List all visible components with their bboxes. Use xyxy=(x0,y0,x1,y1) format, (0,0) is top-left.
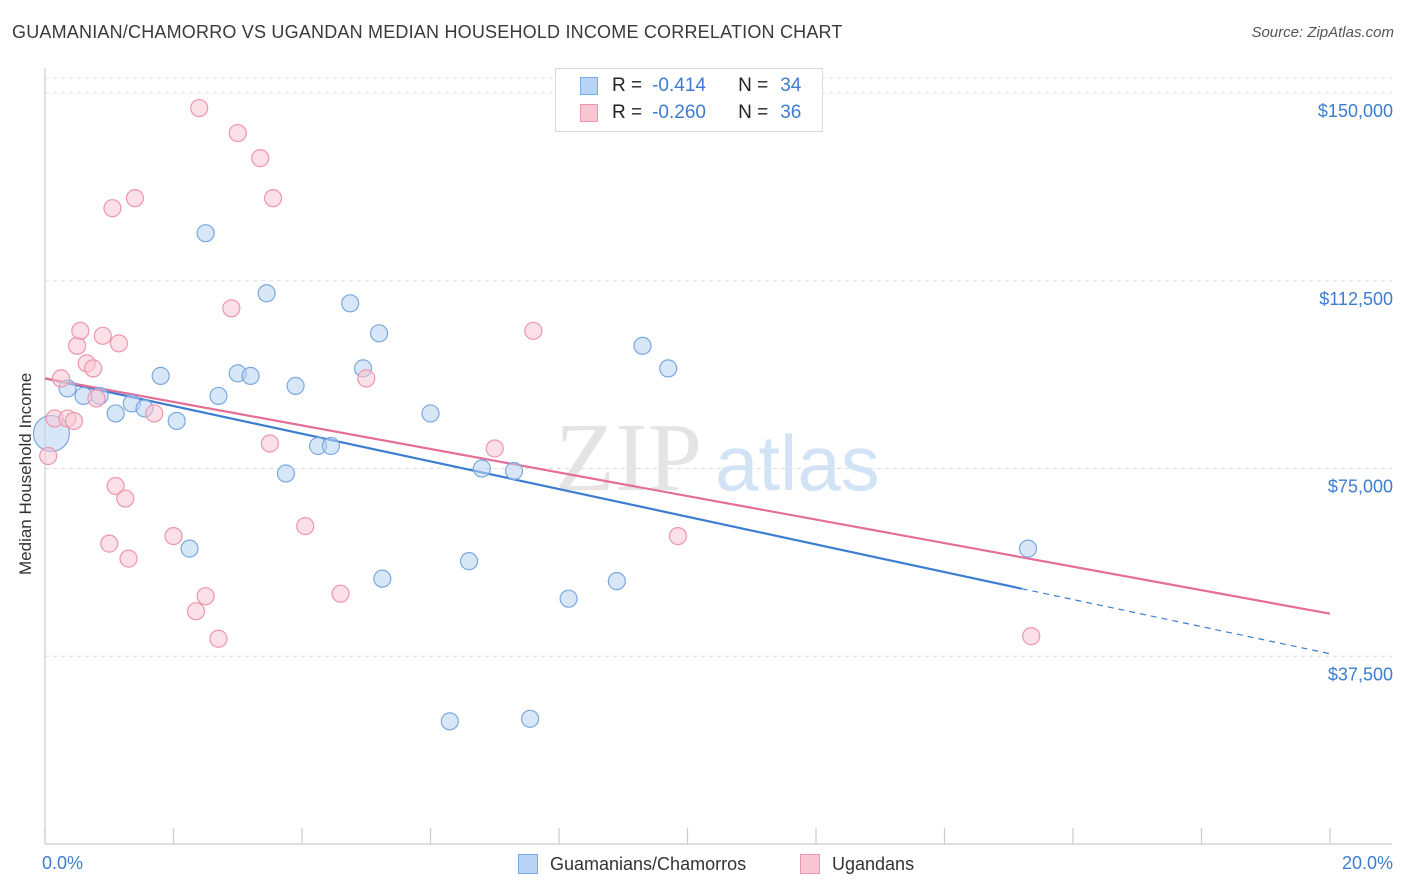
bottom-legend-guamanians: Guamanians/Chamorros xyxy=(518,852,746,876)
ugandan-point xyxy=(228,123,247,143)
ugandan-point xyxy=(145,404,164,423)
legend-n-value: 34 xyxy=(780,75,802,96)
ugandan-point xyxy=(1022,627,1041,646)
guamanian-point xyxy=(167,411,186,431)
ugandan-point xyxy=(71,321,90,340)
data-points xyxy=(32,98,1041,731)
legend-row-ugandans: R = -0.260 N = 36 xyxy=(580,100,801,126)
x-tick-label-start: 0.0% xyxy=(42,853,83,873)
guamanian-point xyxy=(286,376,305,396)
bottom-legend-ugandans: Ugandans xyxy=(800,852,914,876)
legend-r-label: R = xyxy=(612,102,643,123)
guamanian-point xyxy=(196,224,215,243)
ugandan-point xyxy=(116,489,135,508)
ugandan-point xyxy=(263,189,283,208)
ugandan-point xyxy=(125,189,145,208)
ugandan-point xyxy=(485,439,504,458)
guamanian-point xyxy=(151,366,170,385)
legend-row-guamanians: R = -0.414 N = 34 xyxy=(580,73,801,99)
guamanian-point xyxy=(257,284,276,303)
watermark-atlas: atlas xyxy=(715,419,880,507)
bottom-legend-label: Ugandans xyxy=(832,853,915,874)
ugandan-point xyxy=(668,526,687,546)
ugandan-point xyxy=(106,476,125,496)
y-tick-label: $150,000 xyxy=(1318,101,1393,121)
guamanian-point xyxy=(504,461,524,481)
guamanian-point xyxy=(1018,539,1038,558)
ugandan-point xyxy=(331,584,350,603)
ugandan-point xyxy=(64,411,84,431)
guamanian-point xyxy=(440,712,459,731)
ugandan-point xyxy=(68,336,87,355)
legend-swatch-blue xyxy=(580,77,598,95)
x-tick-label-end: 20.0% xyxy=(1342,853,1393,873)
y-tick-label: $37,500 xyxy=(1328,664,1393,684)
ugandan-point xyxy=(84,359,103,378)
ugandan-point xyxy=(51,369,71,388)
bottom-legend-label: Guamanians/Chamorros xyxy=(550,853,747,874)
watermark: ZIP atlas xyxy=(555,404,880,512)
ugandan-point xyxy=(186,602,206,621)
ugandan-point xyxy=(164,526,183,546)
ugandan-point xyxy=(119,549,138,568)
guamanian-point xyxy=(459,552,479,571)
correlation-legend: R = -0.414 N = 34 R = -0.260 N = 36 xyxy=(555,68,823,132)
guamanian-point xyxy=(607,572,626,591)
guamanian-point xyxy=(209,386,228,406)
ugandan-point xyxy=(109,334,128,353)
ugandan-point xyxy=(100,534,119,553)
grid-lines xyxy=(45,77,1392,657)
bottom-legend-swatch-pink xyxy=(800,854,820,874)
ugandan-point xyxy=(87,389,106,408)
guamanian-point xyxy=(633,336,652,355)
ugandan-point xyxy=(357,369,376,388)
guamanian-point xyxy=(659,359,678,378)
legend-n-label: N = xyxy=(738,75,769,96)
guamanian-point xyxy=(241,366,260,385)
ugandan-point xyxy=(222,299,241,318)
guamanian-trend-extension xyxy=(1021,588,1331,655)
y-tick-label: $112,500 xyxy=(1319,289,1393,309)
legend-n-label: N = xyxy=(738,102,769,123)
guamanian-point xyxy=(559,589,578,608)
guamanian-point xyxy=(520,709,540,728)
guamanian-point xyxy=(180,539,199,558)
legend-r-label: R = xyxy=(612,75,643,96)
guamanian-point xyxy=(341,294,360,313)
ugandan-point xyxy=(103,199,122,218)
ugandan-point xyxy=(524,321,543,340)
guamanian-point xyxy=(472,459,491,478)
ugandan-point xyxy=(190,98,209,118)
y-axis-label: Median Household Income xyxy=(16,372,35,575)
guamanian-point xyxy=(370,324,389,343)
ugandan-point xyxy=(209,629,228,648)
ugandan-point xyxy=(251,149,270,168)
ugandan-trend-line xyxy=(44,377,1331,615)
ugandan-point xyxy=(260,434,279,453)
guamanian-point xyxy=(373,569,392,588)
bottom-legend-swatch-blue xyxy=(518,854,538,874)
tick-labels: $37,500 $75,000 $112,500 $150,000 0.0% 20.0% xyxy=(42,101,1393,873)
ugandan-point xyxy=(196,587,215,606)
watermark-zip: ZIP xyxy=(555,404,702,512)
legend-swatch-pink xyxy=(580,104,598,122)
ugandan-point xyxy=(296,516,315,536)
guamanian-trend-line xyxy=(44,377,1022,590)
trend-lines xyxy=(44,377,1331,655)
ugandan-point xyxy=(39,446,58,466)
chart-title: GUAMANIAN/CHAMORRO VS UGANDAN MEDIAN HOU… xyxy=(12,22,843,42)
guamanian-point xyxy=(276,464,296,483)
legend-r-value: -0.414 xyxy=(652,75,706,96)
guamanian-point xyxy=(106,404,125,423)
guamanian-point xyxy=(421,404,440,423)
legend-r-value: -0.260 xyxy=(652,102,706,123)
source-credit: Source: ZipAtlas.com xyxy=(1251,24,1394,41)
guamanian-point xyxy=(321,436,341,456)
legend-n-value: 36 xyxy=(780,102,802,123)
ugandan-point xyxy=(93,326,112,345)
y-tick-label: $75,000 xyxy=(1328,477,1393,497)
